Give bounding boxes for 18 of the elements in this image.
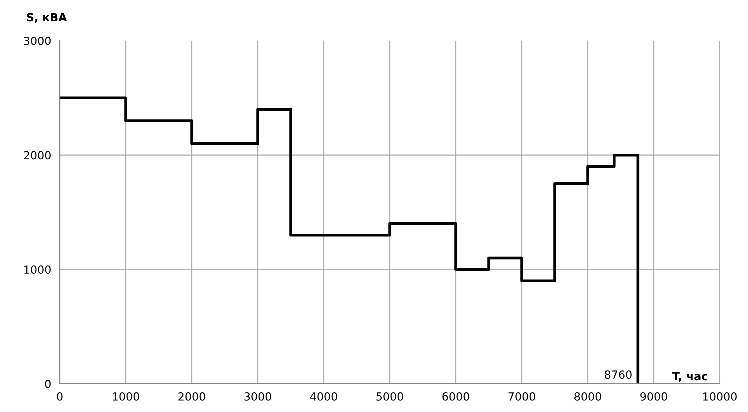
annotation: 8760 <box>605 370 632 380</box>
x-tick-label: 1000 <box>113 392 140 401</box>
y-axis-title: S, кВА <box>27 13 68 24</box>
x-tick-label: 7000 <box>508 392 536 401</box>
x-tick-label: 2000 <box>178 392 206 401</box>
y-tick-label: 1000 <box>24 266 51 274</box>
y-tick-label: 2000 <box>24 151 51 160</box>
x-tick-label: 8000 <box>574 392 602 401</box>
x-tick-label: 4000 <box>310 392 338 401</box>
y-tick-label: 3000 <box>24 36 51 46</box>
x-tick-label: 6000 <box>442 392 470 401</box>
x-tick-label: 0 <box>57 392 63 401</box>
y-tick-label: 0 <box>45 380 51 388</box>
x-tick-label: 10000 <box>704 392 737 401</box>
x-tick-label: 3000 <box>244 392 272 401</box>
x-tick-label: 5000 <box>376 392 404 401</box>
x-tick-label: 9000 <box>640 392 668 401</box>
x-axis-title: T, час <box>672 372 708 382</box>
